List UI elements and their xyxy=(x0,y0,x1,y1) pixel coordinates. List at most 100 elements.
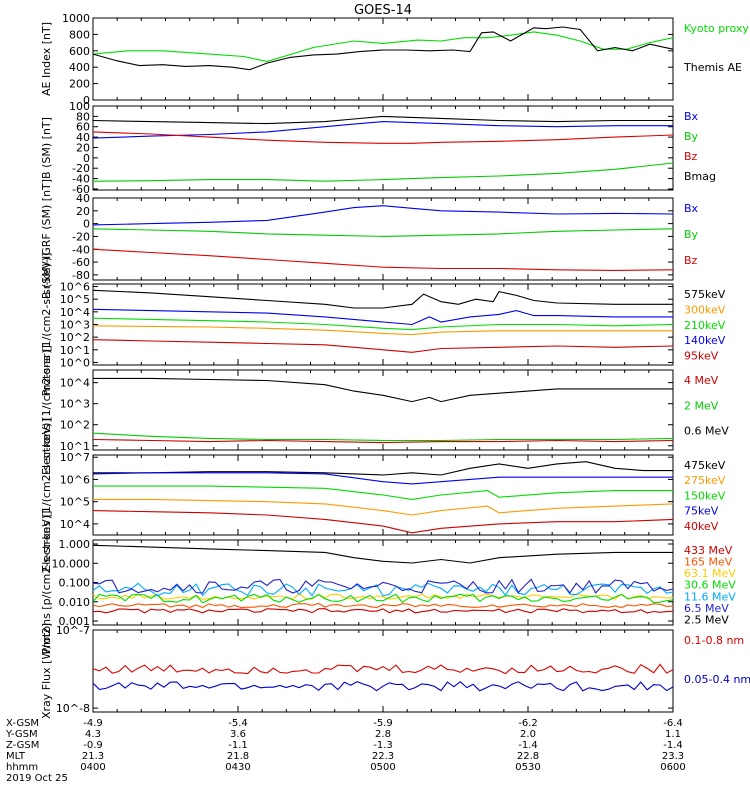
legend-entry: 75keV xyxy=(684,505,719,518)
y-axis-label: Electrons [1/(cm2-s-sr)] xyxy=(40,345,53,475)
series-line xyxy=(92,578,674,594)
y-tick-label: 10^5 xyxy=(60,496,90,509)
y-tick-label: 40 xyxy=(76,131,90,144)
legend-entry: 300keV xyxy=(684,303,726,316)
y-tick-label: 1.000 xyxy=(59,538,91,551)
series-line xyxy=(92,121,673,139)
x-tick-value: -1.4 xyxy=(663,740,683,751)
series-line xyxy=(92,26,674,71)
y-tick-label: -20 xyxy=(72,230,90,243)
y-axis-label: Xray Flux [W/m2] xyxy=(40,623,53,719)
y-tick-label: 0.010 xyxy=(59,596,91,609)
y-tick-label: -40 xyxy=(72,243,90,256)
y-tick-label: 0 xyxy=(83,218,90,231)
legend-entry: 0.05-0.4 nm xyxy=(684,673,750,686)
y-tick-label: -60 xyxy=(72,256,90,269)
y-tick-label: 10^1 xyxy=(60,344,90,357)
y-tick-label: 0 xyxy=(83,152,90,165)
legend-entry: 165 MeV xyxy=(684,556,733,569)
legend-entry: 2.5 MeV xyxy=(684,613,729,626)
y-tick-label: 10^0 xyxy=(60,356,90,369)
series-line xyxy=(92,228,674,237)
legend-entry: Themis AE xyxy=(683,61,742,74)
series-line xyxy=(92,325,673,336)
x-tick-value: -6.2 xyxy=(518,718,538,729)
x-tick-value: -6.4 xyxy=(663,718,683,729)
series-line xyxy=(93,485,673,500)
x-tick-value: 2.0 xyxy=(520,729,536,740)
y-tick-label: 10^4 xyxy=(60,306,90,319)
series-line xyxy=(92,680,674,692)
y-tick-label: 20 xyxy=(76,141,90,154)
x-tick-value: 4.3 xyxy=(85,729,101,740)
y-tick-label: 100 xyxy=(69,100,90,113)
panel-frame xyxy=(92,105,674,191)
x-tick-value: 22.3 xyxy=(372,751,394,762)
x-tick-value: 21.3 xyxy=(82,751,104,762)
y-tick-label: 10^4 xyxy=(60,518,90,531)
series-line xyxy=(92,308,673,326)
y-tick-label: 10^-8 xyxy=(56,702,90,715)
series-line xyxy=(92,131,674,144)
x-row-label: hhmm xyxy=(6,762,38,773)
legend-entry: 95keV xyxy=(684,350,719,363)
x-row-label: Y-GSM xyxy=(5,729,38,740)
y-tick-label: 10^5 xyxy=(60,293,90,306)
series-line xyxy=(92,663,674,675)
panel-7: 1.000 10.000 0.100 0.010 0.001 Protons [p/(cm… xyxy=(40,511,736,655)
x-tick-value: -1.4 xyxy=(518,740,538,751)
panel-frame xyxy=(92,283,674,366)
x-row-label: MLT xyxy=(6,751,26,762)
y-tick-label: 20 xyxy=(76,205,90,218)
series-line xyxy=(92,608,674,614)
legend-entry: 40keV xyxy=(684,520,719,533)
y-tick-label: 40 xyxy=(76,192,90,205)
x-row-label: Z-GSM xyxy=(6,740,39,751)
legend-entry: 140keV xyxy=(684,334,726,347)
legend-entry: By xyxy=(684,228,699,241)
y-tick-label: 10^6 xyxy=(60,473,90,486)
y-tick-label: 10^7 xyxy=(60,451,90,464)
x-tick-value: -5.4 xyxy=(228,718,248,729)
panel-5: 10^4 10^3 10^2 10^1 Electrons [1/(cm2-s-sr)]… xyxy=(40,345,729,475)
x-tick-value: 1.1 xyxy=(665,729,681,740)
legend-entry: Kyoto proxy AE xyxy=(684,22,750,35)
series-line xyxy=(92,31,674,63)
series-line xyxy=(92,510,674,534)
x-tick-value: 2.8 xyxy=(375,729,391,740)
legend-entry: 2 MeV xyxy=(684,399,719,412)
panel-1: 1000 800 600 400 200 0 AE Index [nT] Kyoto prox… xyxy=(40,12,750,107)
y-tick-label: 200 xyxy=(69,78,90,91)
y-axis-label: B (SM)-IGRF (SM) [nT] xyxy=(40,179,53,299)
series-line xyxy=(92,317,674,331)
y-tick-label: 10^-7 xyxy=(56,624,90,637)
y-tick-label: 10^3 xyxy=(60,398,90,411)
y-tick-label: 10^2 xyxy=(60,331,90,344)
legend-entry: 11.6 MeV xyxy=(684,590,736,603)
y-tick-label: 0.100 xyxy=(59,577,91,590)
y-axis-label: Protons [1/(cm2-s-sr-keV)] xyxy=(40,253,53,397)
x-tick-value: 22.8 xyxy=(517,751,539,762)
x-tick-value: 0400 xyxy=(80,762,105,773)
series-line xyxy=(92,602,674,609)
x-row-label: X-GSM xyxy=(6,718,39,729)
figure-title: GOES-14 xyxy=(354,3,412,18)
y-tick-label: 10^6 xyxy=(60,281,90,294)
y-tick-label: 10^2 xyxy=(60,419,90,432)
panel-frame xyxy=(92,369,674,451)
x-tick-value: -1.1 xyxy=(228,740,248,751)
series-line xyxy=(93,377,673,403)
y-axis-label: AE Index [nT] xyxy=(40,22,53,96)
y-axis-label: Electrons [1/(cm2-s-sr-keV)] xyxy=(40,418,53,571)
series-line xyxy=(92,289,673,309)
date-label: 2019 Oct 25 xyxy=(6,773,68,784)
series-line xyxy=(92,432,674,442)
panel-frame xyxy=(92,17,674,101)
y-tick-label: 600 xyxy=(69,45,90,58)
y-tick-label: 1000 xyxy=(62,12,90,25)
